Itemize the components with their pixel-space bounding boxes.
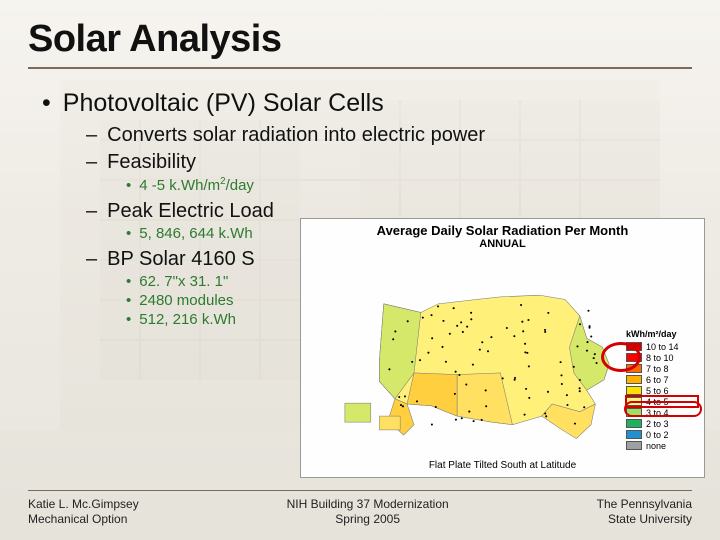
legend-row: 5 to 6 bbox=[626, 385, 698, 396]
slide-footer: Katie L. Mc.Gimpsey Mechanical Option NI… bbox=[28, 490, 692, 528]
us-solar-map: Average Daily Solar Radiation Per Month … bbox=[300, 218, 705, 478]
sub-2: Peak Electric Load bbox=[107, 200, 274, 222]
legend-row: 2 to 3 bbox=[626, 418, 698, 429]
legend-row: 0 to 2 bbox=[626, 429, 698, 440]
map-title: Average Daily Solar Radiation Per Month bbox=[301, 219, 704, 238]
legend-row: 6 to 7 bbox=[626, 374, 698, 385]
map-highlight-circle bbox=[601, 342, 641, 372]
sub-1-item-0: 4 -5 k.Wh/m2/day bbox=[126, 176, 692, 194]
legend-row: none bbox=[626, 440, 698, 451]
slide-title: Solar Analysis bbox=[28, 18, 692, 69]
footer-right: The Pennsylvania State University bbox=[597, 497, 692, 528]
sub-0: Converts solar radiation into electric p… bbox=[107, 124, 485, 146]
map-caption: Flat Plate Tilted South at Latitude bbox=[301, 460, 704, 471]
sub-3: BP Solar 4160 S bbox=[107, 248, 255, 270]
bullet-main: Photovoltaic (PV) Solar Cells bbox=[63, 89, 384, 117]
footer-left: Katie L. Mc.Gimpsey Mechanical Option bbox=[28, 497, 139, 528]
legend-title: kWh/m²/day bbox=[626, 329, 698, 339]
sub-1: Feasibility bbox=[107, 151, 196, 173]
legend-highlight-circle bbox=[624, 401, 702, 417]
map-subtitle: ANNUAL bbox=[301, 238, 704, 252]
footer-center: NIH Building 37 Modernization Spring 200… bbox=[287, 497, 449, 528]
